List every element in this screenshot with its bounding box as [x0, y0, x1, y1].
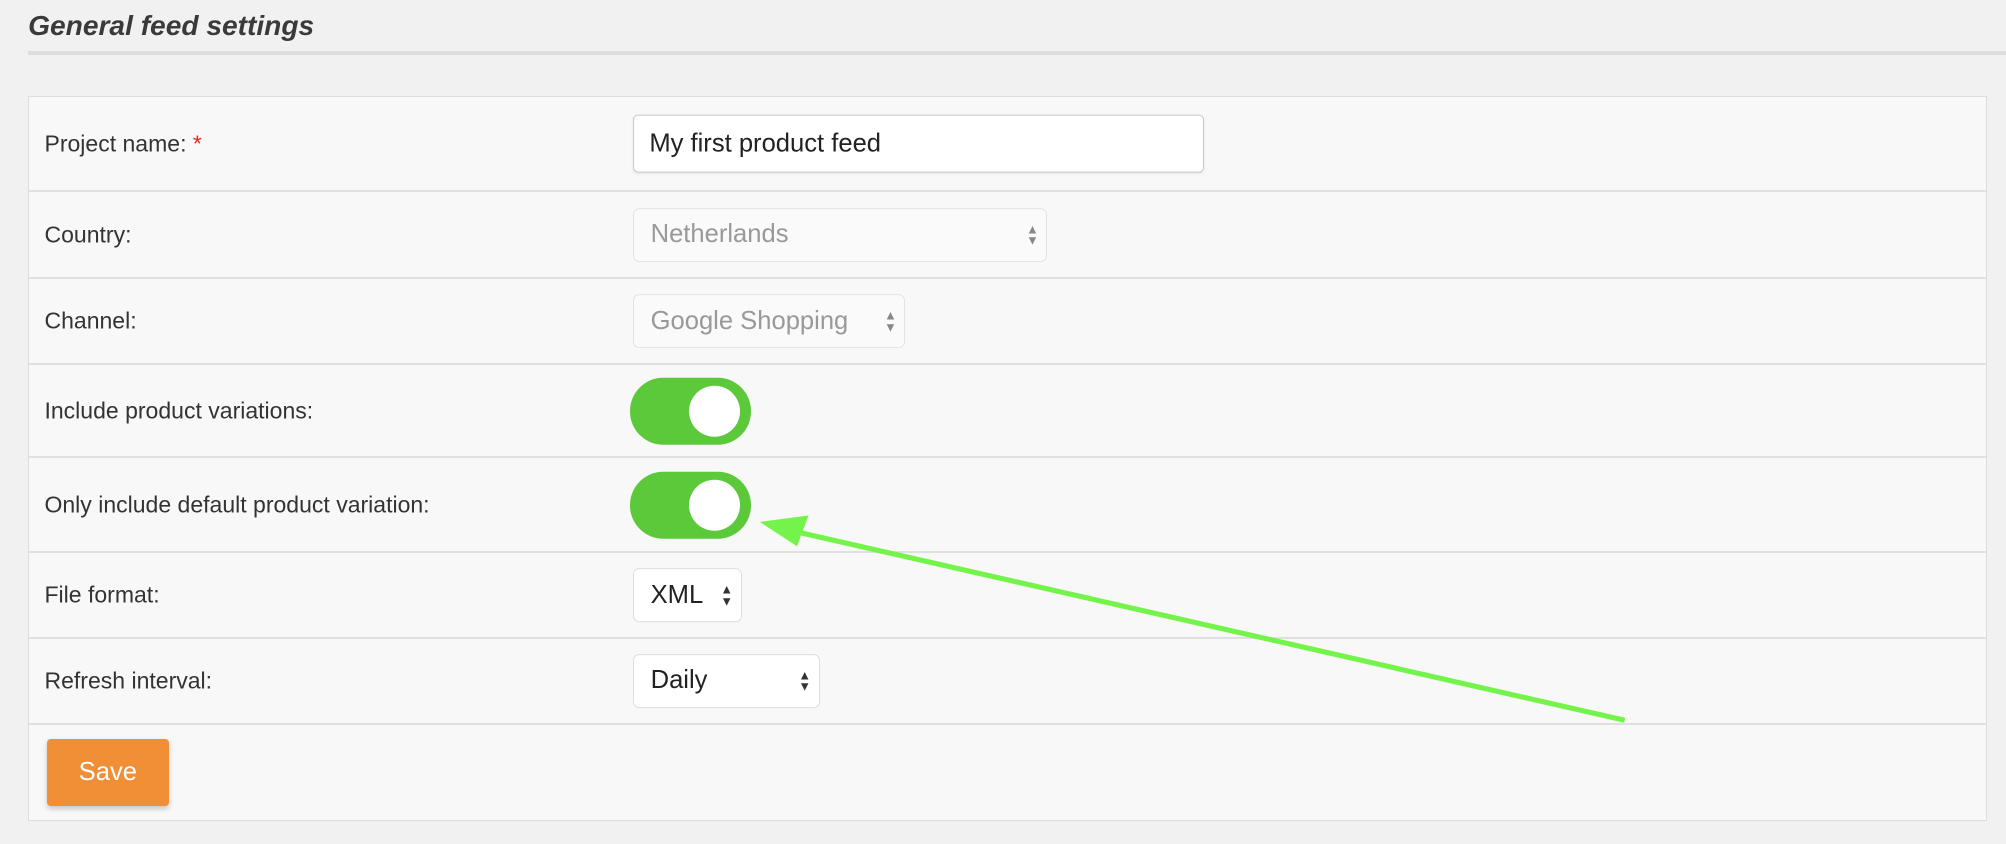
file-format-select[interactable]: XML ▲ ▼ — [632, 568, 742, 623]
row-project-name: Project name: * — [29, 97, 1987, 193]
channel-label: Channel: — [44, 307, 137, 334]
country-select[interactable]: Netherlands ▲ ▼ — [632, 208, 1048, 262]
save-button[interactable]: Save — [47, 739, 169, 806]
project-name-input[interactable] — [632, 114, 1204, 174]
row-country: Country: Netherlands ▲ ▼ — [29, 193, 1987, 280]
include-variations-label: Include product variations: — [44, 397, 314, 424]
project-name-label: Project name: * — [44, 130, 202, 157]
refresh-interval-select[interactable]: Daily ▲ ▼ — [632, 654, 820, 708]
select-arrows-icon: ▲ ▼ — [720, 581, 734, 609]
select-arrows-icon: ▲ ▼ — [1026, 221, 1039, 249]
include-variations-toggle[interactable] — [630, 377, 751, 445]
refresh-interval-value: Daily — [650, 666, 708, 695]
refresh-interval-label: Refresh interval: — [44, 667, 213, 694]
country-label: Country: — [44, 221, 132, 248]
channel-select[interactable]: Google Shopping ▲ ▼ — [632, 294, 906, 349]
channel-value: Google Shopping — [650, 306, 849, 335]
default-variation-toggle[interactable] — [630, 471, 751, 539]
settings-table: Project name: * Country: Netherlands ▲▼ C… — [28, 95, 1988, 821]
row-default-variation: Only include default product variation: — [29, 459, 1987, 554]
row-file-format: File format: XML ▲ ▼ — [29, 554, 1987, 639]
country-value: Netherlands — [650, 220, 789, 249]
default-variation-label: Only include default product variation: — [44, 491, 430, 518]
select-arrows-icon: ▲ ▼ — [884, 307, 897, 335]
section-title: General feed settings — [28, 10, 315, 42]
required-marker: * — [192, 130, 202, 157]
select-arrows-icon: ▲ ▼ — [798, 667, 812, 694]
row-refresh-interval: Refresh interval: Daily ▲ ▼ — [29, 639, 1987, 725]
row-channel: Channel: Google Shopping ▲ ▼ — [29, 280, 1987, 366]
file-format-label: File format: — [44, 581, 160, 608]
toggle-knob — [689, 385, 741, 437]
row-include-variations: Include product variations: — [29, 366, 1987, 459]
title-divider — [28, 51, 2006, 55]
toggle-knob — [689, 479, 741, 531]
file-format-value: XML — [650, 580, 704, 609]
